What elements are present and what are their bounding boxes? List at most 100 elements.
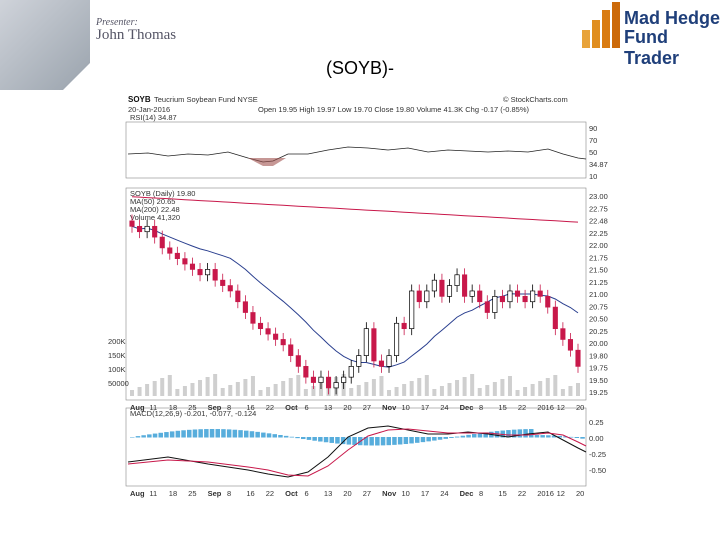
- volume-bar: [281, 381, 286, 396]
- macd-hist-bar: [306, 437, 312, 440]
- candle-body: [220, 279, 226, 286]
- macd-hist-bar: [301, 437, 306, 440]
- volume-bar: [507, 376, 512, 396]
- macd-hist-bar: [135, 436, 141, 438]
- macd-hist-bar: [420, 437, 426, 443]
- macd-panel: [125, 407, 587, 487]
- candle-body: [530, 290, 536, 303]
- volume-bar: [258, 390, 263, 396]
- price-tick-label: 22.48: [589, 217, 608, 226]
- candle-body: [401, 322, 407, 330]
- volume-bar: [409, 381, 414, 396]
- volume-bar: [152, 381, 157, 396]
- volume-bar: [198, 380, 203, 396]
- date-label: 20: [576, 403, 584, 412]
- volume-tick-label: 200K: [108, 337, 126, 346]
- rsi-tick-label: 10: [589, 172, 597, 181]
- macd-hist-bar: [403, 437, 409, 445]
- candle-body: [492, 295, 498, 313]
- volume-bar: [439, 386, 444, 396]
- legend-price: SOYB (Daily) 19.80: [130, 189, 195, 198]
- macd-hist-bar: [454, 436, 460, 438]
- macd-tick-label: -0.25: [589, 450, 606, 459]
- candle-body: [545, 295, 551, 308]
- candle-body: [318, 376, 324, 383]
- macd-hist-bar: [244, 430, 249, 438]
- candle-body: [205, 269, 211, 276]
- date-label: 22: [518, 489, 526, 498]
- date-label: Nov: [382, 489, 397, 498]
- macd-hist-bar: [221, 429, 226, 438]
- candle-body: [537, 290, 543, 297]
- price-ticks: 23.00 22.75 22.48 22.25 22.00 21.75 21.50 21.25…: [589, 192, 608, 397]
- macd-hist-bar: [204, 429, 209, 438]
- volume-tick-label: 50000: [108, 379, 129, 388]
- volume-bar: [455, 380, 460, 396]
- macd-hist-bar: [272, 434, 277, 438]
- date-label: 20: [343, 489, 351, 498]
- macd-hist-bar: [266, 433, 272, 438]
- candle-body: [137, 225, 143, 233]
- candle-body: [152, 225, 158, 238]
- date-label: 27: [363, 403, 371, 412]
- date-label: 25: [188, 489, 196, 498]
- date-label: 12: [557, 489, 565, 498]
- macd-hist-bar: [432, 437, 437, 441]
- date-label: 20: [343, 403, 351, 412]
- candle-body: [212, 269, 218, 281]
- macd-hist-bar: [460, 435, 466, 438]
- volume-bar: [250, 376, 255, 396]
- volume-bar: [560, 389, 565, 396]
- macd-hist-bar: [363, 437, 369, 446]
- candle-body: [333, 382, 339, 389]
- candle-body: [477, 290, 483, 303]
- legend-ma50: MA(50) 20.65: [130, 197, 175, 206]
- volume-bar: [538, 381, 543, 396]
- date-axis-price: Aug 11 18 25 Sep 8 16 22 Oct 6 13 20 27 Nov 10 17 24 Dec 8…: [130, 403, 584, 412]
- macd-hist-bar: [238, 430, 243, 438]
- macd-hist-bar: [546, 435, 551, 438]
- macd-hist-bar: [295, 437, 300, 439]
- date-label: 8: [479, 403, 483, 412]
- date-label: 16: [246, 403, 254, 412]
- macd-hist-bar: [181, 430, 186, 438]
- macd-hist-bar: [209, 429, 215, 438]
- volume-bar: [447, 383, 452, 396]
- macd-line: [127, 425, 587, 478]
- volume-bar: [387, 390, 392, 396]
- macd-signal-line: [127, 428, 587, 477]
- legend-ma200: MA(200) 22.48: [130, 205, 180, 214]
- chart-symbol: SOYB: [128, 95, 151, 104]
- chart-quote: Open 19.95 High 19.97 Low 19.70 Close 19…: [258, 105, 530, 114]
- macd-hist-bar: [369, 437, 374, 446]
- macd-hist-bar: [563, 436, 568, 438]
- candle-body: [356, 355, 362, 367]
- macd-hist-bar: [335, 437, 340, 444]
- rsi-tick-label: 34.87: [589, 160, 608, 169]
- volume-bar: [523, 387, 528, 396]
- macd-hist-bar: [289, 436, 295, 438]
- price-tick-label: 20.75: [589, 302, 608, 311]
- volume-bar: [205, 377, 210, 396]
- volume-bar: [311, 386, 316, 396]
- macd-hist-bar: [523, 429, 528, 438]
- volume-bar: [175, 389, 180, 396]
- price-tick-label: 22.75: [589, 204, 608, 213]
- date-label: 16: [246, 489, 254, 498]
- date-label: 22: [266, 403, 274, 412]
- candle-body: [310, 376, 316, 383]
- macd-hist-bar: [517, 429, 523, 438]
- candle-body: [431, 279, 437, 292]
- candle-body: [295, 355, 301, 367]
- macd-hist-bar: [443, 437, 448, 439]
- candle-body: [242, 301, 248, 313]
- presenter-photo: [0, 0, 90, 90]
- candle-body: [273, 333, 279, 340]
- candle-body: [560, 328, 566, 340]
- macd-hist-bar: [477, 433, 483, 438]
- candle-body: [439, 279, 445, 297]
- macd-hist-bar: [255, 431, 260, 438]
- macd-hist-bar: [164, 432, 169, 438]
- date-label: Oct: [285, 489, 298, 498]
- macd-hist-bar: [249, 431, 255, 438]
